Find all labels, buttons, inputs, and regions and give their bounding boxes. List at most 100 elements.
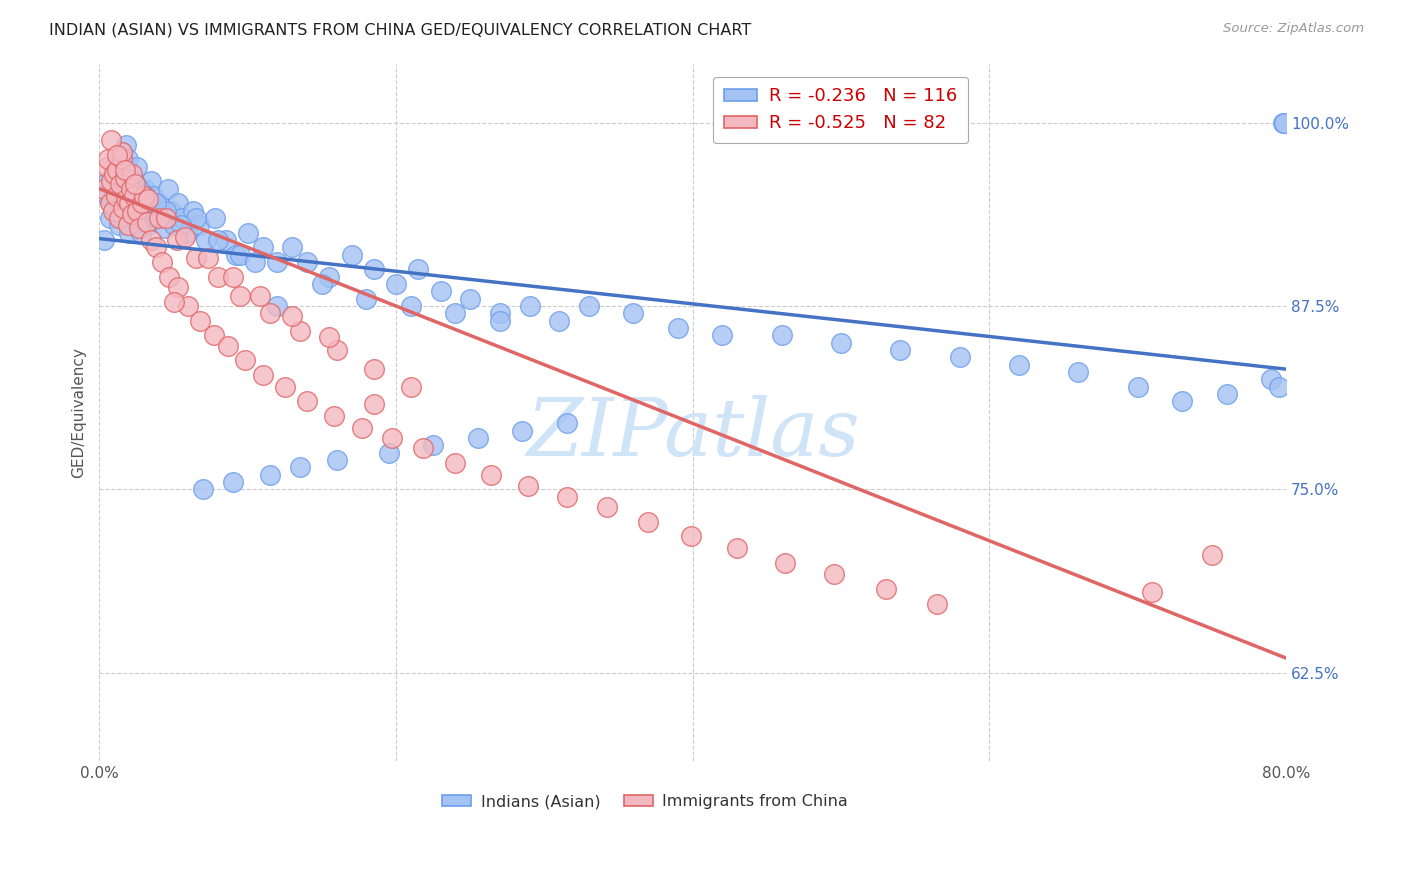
Point <box>141 174 163 188</box>
Point <box>114 157 136 171</box>
Point <box>927 597 949 611</box>
Point <box>295 255 318 269</box>
Point <box>100 133 122 147</box>
Point <box>295 394 318 409</box>
Point <box>100 196 122 211</box>
Point <box>350 421 373 435</box>
Point <box>176 226 198 240</box>
Point <box>108 178 131 192</box>
Point <box>150 207 173 221</box>
Point <box>266 299 288 313</box>
Point <box>105 174 128 188</box>
Point <box>1272 116 1295 130</box>
Point <box>174 230 197 244</box>
Point <box>187 219 209 233</box>
Point <box>259 306 281 320</box>
Point <box>121 207 143 221</box>
Point <box>105 148 128 162</box>
Point <box>1171 394 1194 409</box>
Point <box>1215 387 1237 401</box>
Point <box>101 182 124 196</box>
Point <box>1126 380 1149 394</box>
Point <box>681 529 703 543</box>
Point <box>711 328 734 343</box>
Point <box>162 294 184 309</box>
Point <box>118 226 141 240</box>
Point <box>127 211 149 225</box>
Point <box>125 160 148 174</box>
Point <box>889 343 911 357</box>
Point <box>93 182 115 196</box>
Point <box>148 196 170 211</box>
Point <box>377 446 399 460</box>
Point <box>1201 549 1223 563</box>
Point <box>222 269 245 284</box>
Point <box>458 292 481 306</box>
Point <box>115 196 138 211</box>
Point <box>132 189 155 203</box>
Point <box>120 182 142 196</box>
Point <box>122 174 145 188</box>
Point <box>252 368 274 382</box>
Point <box>166 233 188 247</box>
Point <box>155 211 177 225</box>
Point <box>93 233 115 247</box>
Point <box>318 330 340 344</box>
Point <box>167 196 190 211</box>
Point <box>115 137 138 152</box>
Point <box>408 262 430 277</box>
Point <box>105 162 128 177</box>
Point <box>128 182 150 196</box>
Point <box>1260 372 1282 386</box>
Point <box>399 299 422 313</box>
Point <box>1142 585 1164 599</box>
Point <box>170 219 193 233</box>
Text: ZIPatlas: ZIPatlas <box>526 394 859 472</box>
Text: INDIAN (ASIAN) VS IMMIGRANTS FROM CHINA GED/EQUIVALENCY CORRELATION CHART: INDIAN (ASIAN) VS IMMIGRANTS FROM CHINA … <box>49 22 751 37</box>
Point <box>578 299 600 313</box>
Point <box>155 203 177 218</box>
Point <box>229 248 252 262</box>
Point <box>131 196 153 211</box>
Point <box>131 196 153 211</box>
Point <box>135 215 157 229</box>
Point <box>281 240 304 254</box>
Point <box>830 335 852 350</box>
Point <box>96 160 118 174</box>
Point <box>148 211 170 225</box>
Point <box>266 255 288 269</box>
Point <box>422 438 444 452</box>
Point <box>108 162 131 177</box>
Point <box>188 314 211 328</box>
Point <box>111 171 134 186</box>
Point <box>363 262 385 277</box>
Point <box>555 490 578 504</box>
Point <box>204 211 226 225</box>
Point <box>138 219 160 233</box>
Point <box>202 328 225 343</box>
Point <box>214 233 236 247</box>
Point <box>233 353 256 368</box>
Point <box>195 233 218 247</box>
Point <box>98 196 121 211</box>
Point <box>107 153 129 167</box>
Point <box>121 167 143 181</box>
Point <box>207 269 229 284</box>
Point <box>104 203 127 218</box>
Point <box>725 541 748 555</box>
Point <box>595 500 617 514</box>
Point <box>823 567 845 582</box>
Legend: Indians (Asian), Immigrants from China: Indians (Asian), Immigrants from China <box>436 788 855 815</box>
Point <box>326 343 349 357</box>
Point <box>134 189 156 203</box>
Point <box>519 299 541 313</box>
Point <box>120 182 142 196</box>
Y-axis label: GED/Equivalency: GED/Equivalency <box>72 347 86 478</box>
Point <box>162 219 184 233</box>
Point <box>1008 358 1031 372</box>
Point <box>150 255 173 269</box>
Point <box>141 233 163 247</box>
Point <box>243 255 266 269</box>
Point <box>122 189 145 203</box>
Point <box>181 203 204 218</box>
